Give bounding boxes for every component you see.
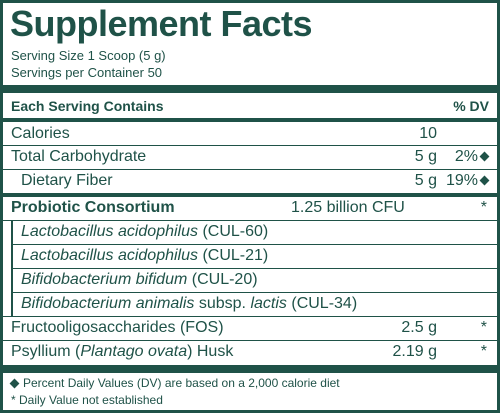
strain-2: Lactobacillus acidophilus (CUL-21) (21, 247, 269, 264)
row-psyllium: Psyllium (Plantago ovata) Husk 2.19 g * (3, 341, 497, 363)
calories-amount: 10 (419, 125, 437, 142)
carbohydrate-label: Total Carbohydrate (11, 148, 147, 165)
psyllium-label: Psyllium (Plantago ovata) Husk (11, 343, 234, 360)
row-divider (3, 340, 497, 341)
diamond-icon (479, 175, 490, 186)
row-divider (13, 268, 497, 269)
row-probiotic: Probiotic Consortium 1.25 billion CFU * (3, 197, 497, 219)
strain-bracket-line (11, 220, 13, 316)
row-calories: Calories 10 (3, 123, 497, 145)
thick-rule (3, 85, 497, 93)
row-dietary-fiber: Dietary Fiber 5 g 19% (3, 170, 497, 192)
row-divider (3, 220, 497, 221)
row-divider (13, 292, 497, 293)
section-rule (3, 193, 497, 197)
strain-row: Lactobacillus acidophilus (CUL-60) (3, 221, 497, 243)
psyllium-amount: 2.19 g (392, 343, 437, 360)
header-row: Each Serving Contains % DV (3, 95, 497, 117)
diamond-icon (479, 151, 490, 162)
fos-dv: * (480, 319, 487, 336)
strain-1: Lactobacillus acidophilus (CUL-60) (21, 223, 269, 240)
header-each-serving: Each Serving Contains (11, 98, 164, 114)
servings-per-container: Servings per Container 50 (11, 65, 163, 80)
strain-3: Bifidobacterium bifidum (CUL-20) (21, 271, 258, 288)
panel-title: Supplement Facts (10, 3, 313, 44)
row-fos: Fructooligosaccharides (FOS) 2.5 g * (3, 317, 497, 339)
row-total-carbohydrate: Total Carbohydrate 5 g 2% (3, 146, 497, 168)
fos-label: Fructooligosaccharides (FOS) (11, 319, 224, 336)
fiber-label: Dietary Fiber (21, 172, 113, 189)
footnote-diamond: Percent Daily Values (DV) are based on a… (9, 376, 340, 390)
row-divider (3, 169, 497, 170)
header-rule (3, 118, 497, 122)
probiotic-dv: * (480, 199, 487, 216)
row-divider (3, 316, 497, 317)
diamond-icon (9, 378, 20, 389)
psyllium-dv: * (480, 343, 487, 360)
row-divider (3, 145, 497, 146)
probiotic-label: Probiotic Consortium (11, 199, 175, 216)
thick-rule (3, 365, 497, 373)
probiotic-amount: 1.25 billion CFU (291, 199, 405, 216)
strain-row: Bifidobacterium animalis subsp. lactis (… (3, 293, 497, 315)
footnote-star: * Daily Value not established (11, 393, 163, 407)
row-divider (13, 244, 497, 245)
header-dv: % DV (453, 98, 489, 114)
carbohydrate-dv: 2% (455, 146, 490, 168)
fiber-dv: 19% (446, 170, 490, 192)
fiber-amount: 5 g (414, 172, 437, 189)
strain-row: Lactobacillus acidophilus (CUL-21) (3, 245, 497, 267)
calories-label: Calories (11, 125, 70, 142)
carbohydrate-amount: 5 g (414, 148, 437, 165)
fos-amount: 2.5 g (401, 319, 437, 336)
strain-row: Bifidobacterium bifidum (CUL-20) (3, 269, 497, 291)
serving-size: Serving Size 1 Scoop (5 g) (11, 48, 166, 63)
strain-4: Bifidobacterium animalis subsp. lactis (… (21, 295, 358, 312)
